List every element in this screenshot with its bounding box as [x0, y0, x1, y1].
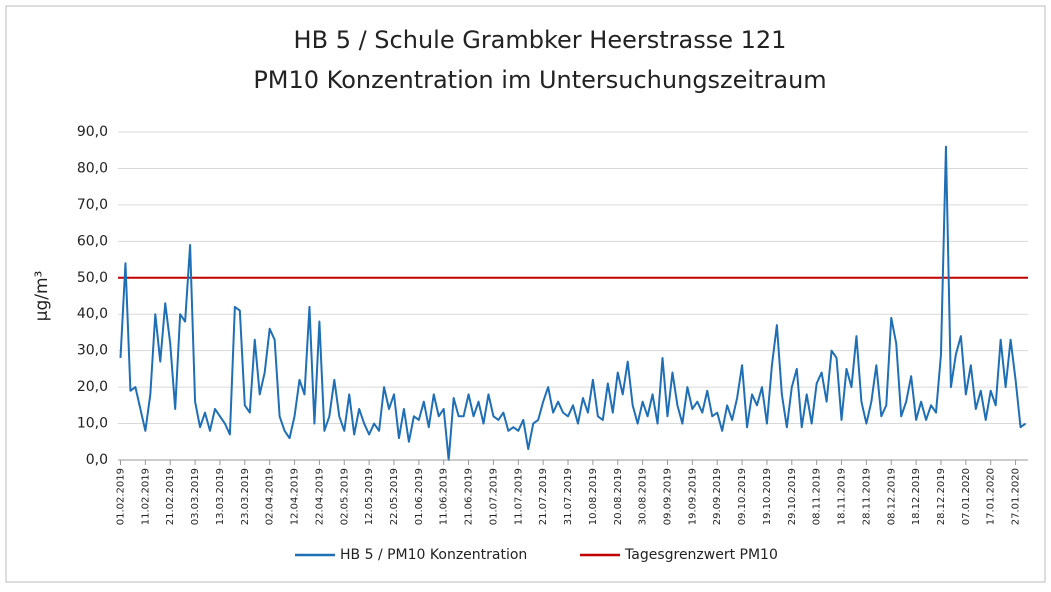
x-tick-label: 22.05.2019: [389, 468, 400, 525]
x-tick-label: 03.03.2019: [190, 468, 201, 525]
x-tick-label: 23.03.2019: [240, 468, 251, 525]
x-tick-label: 20.08.2019: [613, 468, 624, 525]
x-tick-label: 11.06.2019: [439, 468, 450, 525]
x-tick-label: 28.12.2019: [936, 468, 947, 525]
x-tick-label: 09.09.2019: [662, 468, 673, 525]
x-tick-label: 12.05.2019: [364, 468, 375, 525]
x-tick-label: 09.10.2019: [737, 468, 748, 525]
x-tick-label: 01.06.2019: [414, 468, 425, 525]
x-tick-label: 29.10.2019: [787, 468, 798, 525]
chart-title: HB 5 / Schule Grambker Heerstrasse 121: [294, 26, 787, 54]
legend-label: Tagesgrenzwert PM10: [624, 547, 778, 563]
chart-frame: [5, 5, 1046, 583]
y-tick-label: 90,0: [77, 124, 108, 140]
data-line: [119, 145, 1027, 461]
chart-subtitle: PM10 Konzentration im Untersuchungszeitr…: [253, 66, 826, 94]
x-tick-label: 22.04.2019: [314, 468, 325, 525]
x-tick-label: 13.03.2019: [215, 468, 226, 525]
x-tick-label: 21.02.2019: [165, 468, 176, 525]
x-tick-label: 11.07.2019: [513, 468, 524, 525]
y-tick-label: 10,0: [77, 416, 108, 432]
x-tick-label: 29.09.2019: [712, 468, 723, 525]
x-tick-label: 02.04.2019: [265, 468, 276, 525]
x-tick-label: 07.01.2020: [961, 468, 972, 525]
y-tick-label: 30,0: [77, 343, 108, 359]
y-tick-label: 40,0: [77, 306, 108, 322]
x-tick-label: 08.11.2019: [812, 468, 823, 525]
y-tick-label: 0,0: [86, 452, 108, 468]
x-tick-label: 12.04.2019: [290, 468, 301, 525]
x-tick-label: 17.01.2020: [986, 468, 997, 525]
x-tick-label: 08.12.2019: [886, 468, 897, 525]
x-tick-label: 18.11.2019: [837, 468, 848, 525]
x-tick-label: 18.12.2019: [911, 468, 922, 525]
x-tick-label: 21.06.2019: [464, 468, 475, 525]
x-tick-label: 19.10.2019: [762, 468, 773, 525]
x-tick-label: 01.02.2019: [115, 468, 126, 525]
x-tick-label: 11.02.2019: [140, 468, 151, 525]
y-tick-label: 50,0: [77, 270, 108, 286]
y-tick-label: 20,0: [77, 379, 108, 395]
x-tick-label: 27.01.2020: [1011, 468, 1022, 525]
y-axis-label: µg/m³: [32, 271, 52, 322]
y-tick-label: 60,0: [77, 233, 108, 249]
legend-label: HB 5 / PM10 Konzentration: [340, 547, 527, 563]
x-tick-label: 28.11.2019: [861, 468, 872, 525]
x-tick-label: 31.07.2019: [563, 468, 574, 525]
y-tick-label: 80,0: [77, 160, 108, 176]
x-tick-label: 01.07.2019: [488, 468, 499, 525]
x-tick-label: 30.08.2019: [638, 468, 649, 525]
x-tick-label: 19.09.2019: [687, 468, 698, 525]
x-tick-label: 21.07.2019: [538, 468, 549, 525]
x-tick-label: 02.05.2019: [339, 468, 350, 525]
x-tick-label: 10.08.2019: [588, 468, 599, 525]
y-tick-label: 70,0: [77, 197, 108, 213]
